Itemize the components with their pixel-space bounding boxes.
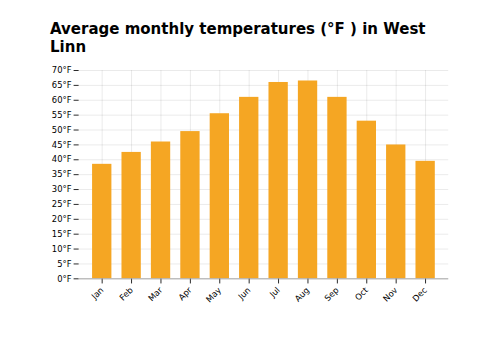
svg-text:0°F: 0°F <box>57 274 72 284</box>
svg-text:55°F: 55°F <box>52 110 72 120</box>
svg-text:Jun: Jun <box>235 285 252 302</box>
svg-text:Sep: Sep <box>322 285 340 303</box>
svg-text:Apr: Apr <box>176 285 194 303</box>
svg-text:50°F: 50°F <box>52 125 72 135</box>
html-text:Average monthly temperatures (: Average monthly temperatures (°F ) in We… <box>50 20 426 56</box>
svg-text:Jul: Jul <box>267 285 282 300</box>
svg-text:10°F: 10°F <box>52 244 72 254</box>
svg-text:May: May <box>204 285 223 304</box>
svg-text:40°F: 40°F <box>52 154 72 164</box>
svg-text:Dec: Dec <box>410 285 429 304</box>
svg-text:Aug: Aug <box>293 285 312 304</box>
svg-text:Feb: Feb <box>117 285 135 303</box>
svg-text:65°F: 65°F <box>52 80 72 90</box>
svg-text:Mar: Mar <box>146 285 165 304</box>
svg-text:20°F: 20°F <box>52 214 72 224</box>
svg-text:Jan: Jan <box>89 285 106 302</box>
svg-text:45°F: 45°F <box>52 140 72 150</box>
svg-text:25°F: 25°F <box>52 199 72 209</box>
svg-text:70°F: 70°F <box>52 65 72 75</box>
svg-text:Nov: Nov <box>381 285 400 304</box>
svg-text:35°F: 35°F <box>52 169 72 179</box>
svg-text:60°F: 60°F <box>52 95 72 105</box>
svg-text:5°F: 5°F <box>57 259 72 269</box>
svg-text:15°F: 15°F <box>52 229 72 239</box>
svg-text:30°F: 30°F <box>52 184 72 194</box>
svg-text:Oct: Oct <box>353 284 371 302</box>
